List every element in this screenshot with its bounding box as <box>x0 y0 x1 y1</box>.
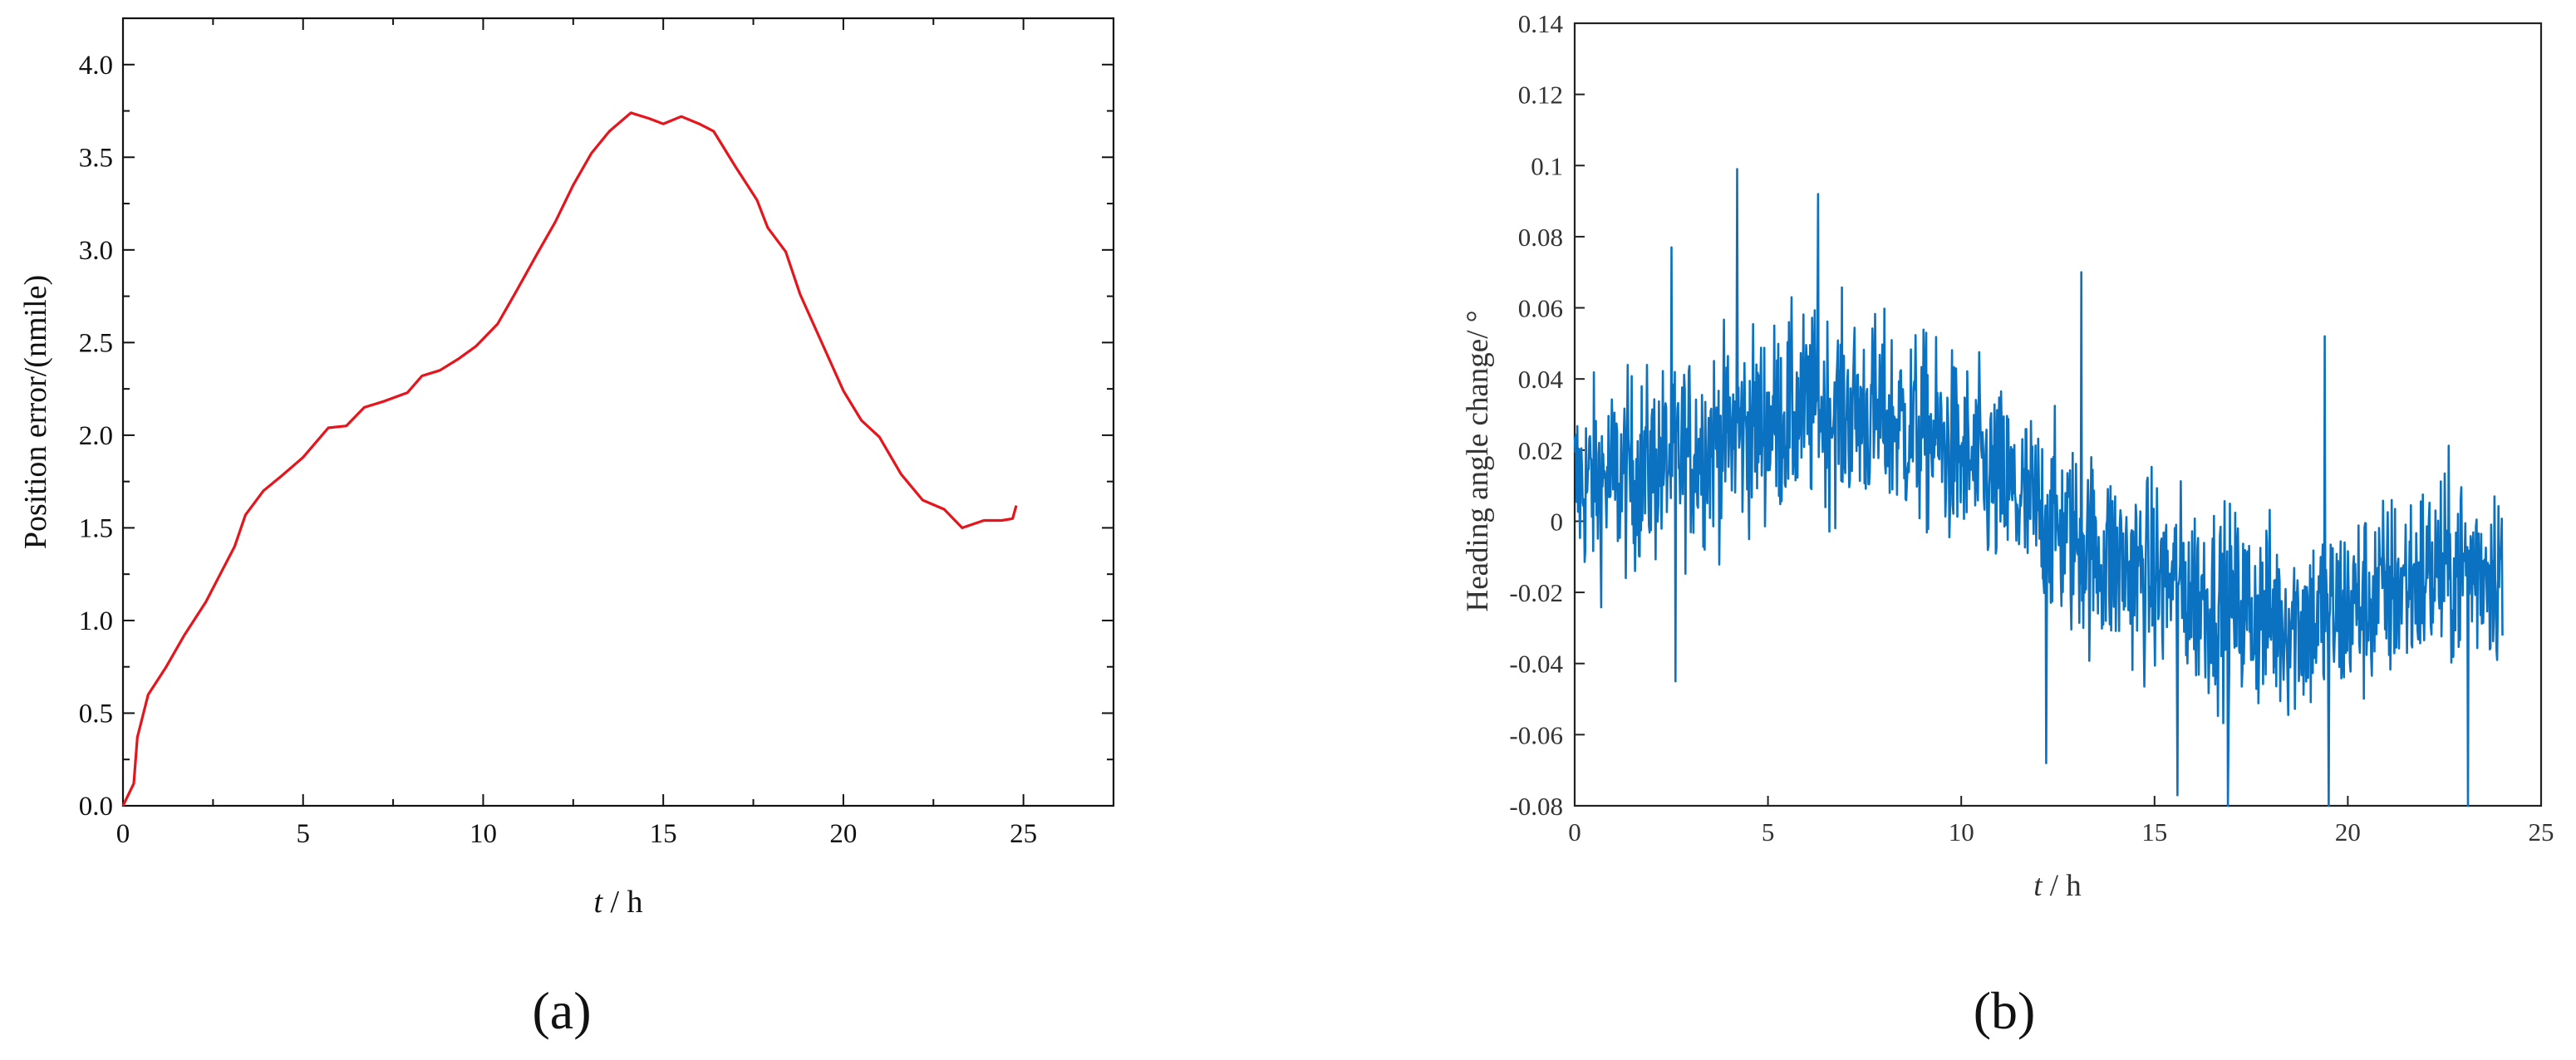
chart-a-series-line <box>121 111 1018 807</box>
chart-a-x-tick-label: 10 <box>469 819 497 849</box>
chart-a-panel-label: (a) <box>532 981 591 1040</box>
chart-b-x-tick-label: 25 <box>2529 817 2554 847</box>
chart-b-y-tick-label: -0.04 <box>1509 650 1563 679</box>
chart-b-x-tick-label: 10 <box>1949 817 1974 847</box>
chart-a-y-tick-label: 1.5 <box>79 513 113 543</box>
chart-a-ticks: 0 5 10 15 20 25 0.0 0.5 1.0 1.5 2.0 2.5 3.0 3.5 4.0 <box>79 18 1113 849</box>
chart-b-x-tick-label: 15 <box>2141 817 2167 847</box>
chart-a-y-tick-label: 3.0 <box>79 236 113 266</box>
chart-b-y-tick-label: 0.1 <box>1531 151 1563 180</box>
chart-b-series-line <box>1573 168 2504 807</box>
chart-b: 0 5 10 15 20 25 -0.08 -0.06 -0.04 -0.02 0 0.02 0.04 0… <box>1461 9 2554 1040</box>
chart-b-y-tick-label: -0.08 <box>1509 792 1563 821</box>
chart-a-x-tick-label: 25 <box>1010 819 1037 849</box>
chart-a-x-axis-label: t / h <box>593 885 642 920</box>
chart-a-y-tick-label: 4.0 <box>79 51 113 81</box>
chart-b-ticks: 0 5 10 15 20 25 -0.08 -0.06 -0.04 -0.02 0 0.02 0.04 0… <box>1509 9 2554 847</box>
chart-b-y-tick-label: 0.02 <box>1518 436 1563 465</box>
chart-b-y-tick-label: 0.08 <box>1518 223 1563 252</box>
chart-b-x-tick-label: 0 <box>1568 817 1581 847</box>
chart-b-y-tick-label: 0.12 <box>1518 81 1563 110</box>
chart-a-y-tick-label: 1.0 <box>79 606 113 636</box>
chart-b-plot-frame <box>1573 22 2543 807</box>
chart-b-x-axis-label: t / h <box>2033 869 2082 903</box>
chart-a-y-tick-label: 0.5 <box>79 699 113 729</box>
chart-a: 0 5 10 15 20 25 0.0 0.5 1.0 1.5 2.0 2.5 3.0 3.5 4.0 Po… <box>18 17 1115 1040</box>
chart-a-y-axis-label: Position error/(nmile) <box>18 275 53 549</box>
chart-b-y-tick-label: -0.06 <box>1509 720 1563 749</box>
chart-b-y-tick-label: 0 <box>1551 507 1564 536</box>
chart-a-y-tick-label: 2.0 <box>79 421 113 451</box>
chart-a-x-tick-label: 5 <box>296 819 310 849</box>
chart-b-x-tick-label: 5 <box>1762 817 1775 847</box>
chart-a-x-tick-label: 0 <box>116 819 130 849</box>
chart-b-y-axis-label: Heading angle change/ ° <box>1461 310 1495 611</box>
chart-b-y-tick-label: -0.02 <box>1509 578 1563 607</box>
chart-b-panel-label: (b) <box>1974 981 2036 1040</box>
chart-a-y-tick-label: 2.5 <box>79 328 113 358</box>
chart-a-y-tick-label: 0.0 <box>79 792 113 822</box>
chart-b-y-tick-label: 0.06 <box>1518 294 1563 323</box>
chart-a-y-tick-label: 3.5 <box>79 143 113 173</box>
chart-b-y-tick-label: 0.04 <box>1518 365 1564 394</box>
chart-b-y-tick-label: 0.14 <box>1518 9 1564 38</box>
chart-a-x-tick-label: 20 <box>829 819 857 849</box>
chart-b-x-tick-label: 20 <box>2335 817 2361 847</box>
chart-a-plot-frame <box>121 17 1115 807</box>
chart-a-x-tick-label: 15 <box>650 819 677 849</box>
